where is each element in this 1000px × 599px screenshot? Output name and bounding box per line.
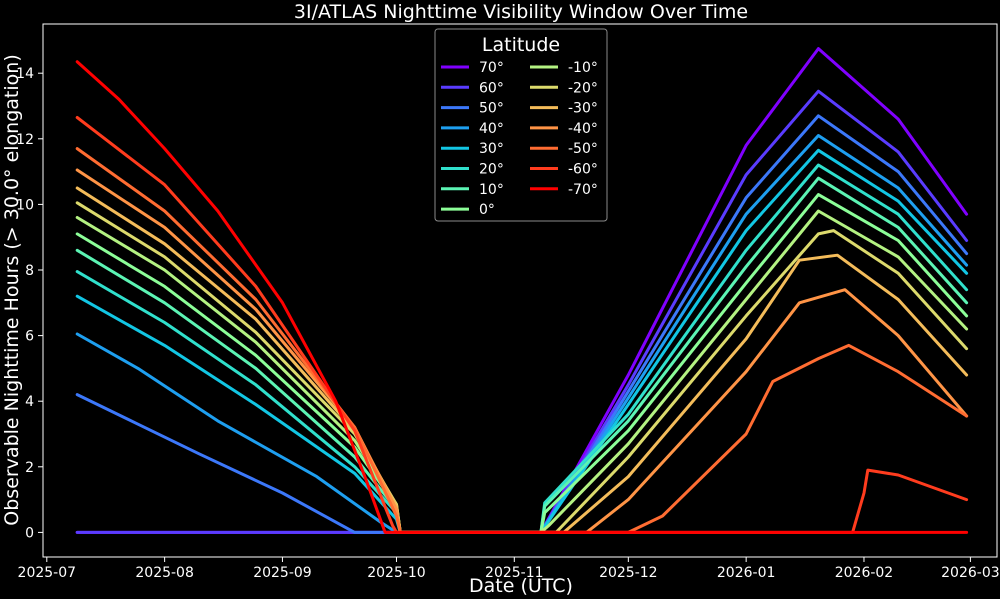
legend-entry-9[interactable]: -20° xyxy=(530,80,598,96)
series-line-7 xyxy=(75,193,969,534)
legend-label-6: 10° xyxy=(479,182,504,198)
legend-entry-5[interactable]: 20° xyxy=(441,162,504,178)
legend-entry-12[interactable]: -50° xyxy=(530,141,598,157)
legend-label-14: -70° xyxy=(568,182,598,198)
legend-label-11: -40° xyxy=(568,121,598,137)
legend[interactable]: Latitude 70° 60° 50° 40° 30° 20° 10° 0° -10° -20° -… xyxy=(434,28,608,222)
x-axis: 2025-07 2025-08 2025-09 2025-10 2025-11 2025-… xyxy=(18,557,1000,581)
legend-entry-1[interactable]: 60° xyxy=(441,80,504,96)
series-line-8 xyxy=(75,209,969,534)
x-tick-label-8: 2026-03 xyxy=(941,565,1000,581)
series-line-14 xyxy=(75,60,969,534)
legend-entry-14[interactable]: -70° xyxy=(530,182,598,198)
legend-label-1: 60° xyxy=(479,80,504,96)
x-tick-label-0: 2025-07 xyxy=(18,565,77,581)
chart-title: 3I/ATLAS Nighttime Visibility Window Ove… xyxy=(294,1,748,23)
x-tick-label-3: 2025-10 xyxy=(367,565,426,581)
series-line-9 xyxy=(75,201,969,534)
legend-entry-11[interactable]: -40° xyxy=(530,121,598,137)
x-tick-label-1: 2025-08 xyxy=(135,565,194,581)
plot-area xyxy=(42,23,998,558)
legend-label-5: 20° xyxy=(479,162,504,178)
y-tick-label-1: 2 xyxy=(25,460,34,476)
legend-label-8: -10° xyxy=(568,60,598,76)
legend-entry-13[interactable]: -60° xyxy=(530,162,598,178)
legend-entry-4[interactable]: 30° xyxy=(441,141,504,157)
y-tick-label-5: 10 xyxy=(16,197,34,213)
series-line-10 xyxy=(75,186,969,534)
series-line-12 xyxy=(75,147,969,534)
legend-label-12: -50° xyxy=(568,141,598,157)
x-tick-label-5: 2025-12 xyxy=(599,565,658,581)
plot-frame xyxy=(42,23,998,558)
legend-label-2: 50° xyxy=(479,101,504,117)
y-tick-label-0: 0 xyxy=(25,525,34,541)
x-tick-label-7: 2026-02 xyxy=(835,565,894,581)
legend-label-10: -30° xyxy=(568,101,598,117)
legend-entry-10[interactable]: -30° xyxy=(530,101,598,117)
x-tick-label-2: 2025-09 xyxy=(253,565,312,581)
legend-entry-3[interactable]: 40° xyxy=(441,121,504,137)
legend-label-4: 30° xyxy=(479,141,504,157)
y-tick-label-4: 8 xyxy=(25,263,34,279)
y-tick-label-6: 12 xyxy=(16,132,34,148)
legend-label-7: 0° xyxy=(479,202,495,218)
legend-label-9: -20° xyxy=(568,80,598,96)
legend-title: Latitude xyxy=(482,34,560,56)
legend-entry-7[interactable]: 0° xyxy=(441,202,495,218)
legend-entry-2[interactable]: 50° xyxy=(441,101,504,117)
y-axis-label: Observable Nighttime Hours (> 30.0° elon… xyxy=(1,54,23,525)
legend-label-0: 70° xyxy=(479,60,504,76)
x-tick-label-4: 2025-11 xyxy=(485,565,544,581)
legend-label-13: -60° xyxy=(568,162,598,178)
legend-entry-6[interactable]: 10° xyxy=(441,182,504,198)
x-axis-label: Date (UTC) xyxy=(469,575,573,597)
y-tick-label-7: 14 xyxy=(16,66,34,82)
legend-entry-0[interactable]: 70° xyxy=(441,60,504,76)
x-tick-label-6: 2026-01 xyxy=(717,565,776,581)
y-tick-label-2: 4 xyxy=(25,394,34,410)
legend-box xyxy=(434,28,608,222)
y-tick-label-3: 6 xyxy=(25,329,34,345)
legend-entry-8[interactable]: -10° xyxy=(530,60,598,76)
legend-label-3: 40° xyxy=(479,121,504,137)
y-axis: 0 2 4 6 8 10 12 14 xyxy=(16,66,43,541)
